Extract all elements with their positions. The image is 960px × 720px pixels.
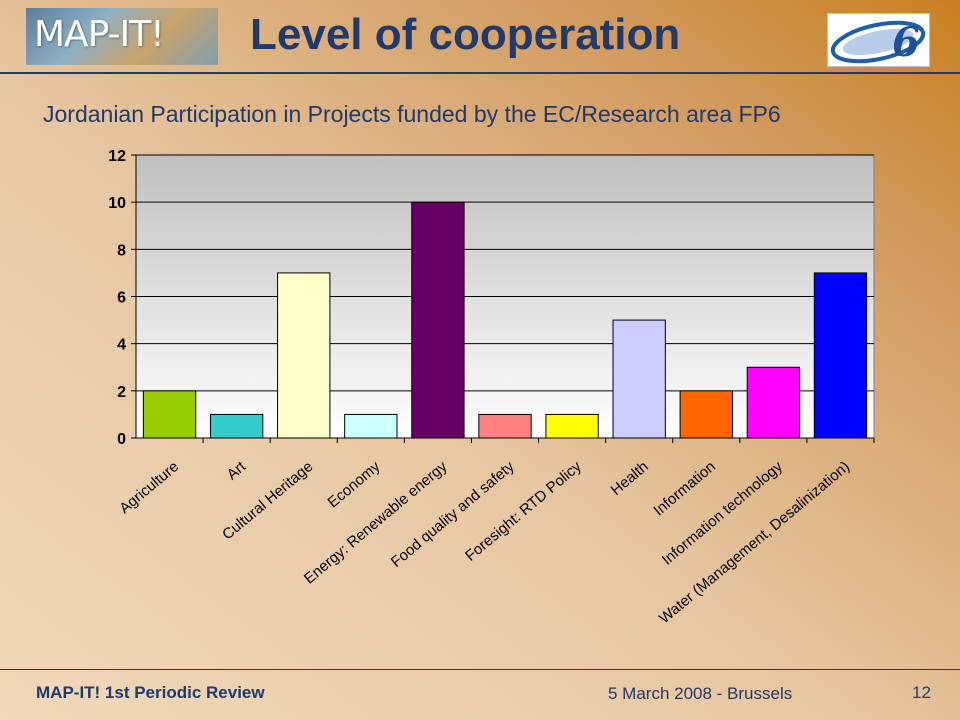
x-tick-label: Food quality and safety xyxy=(388,458,518,571)
slide-title: Level of cooperation xyxy=(250,10,681,59)
bar-economy xyxy=(344,413,398,439)
x-tick-label: Foresight: RTD Policy xyxy=(462,458,585,565)
y-tick-label: 2 xyxy=(117,384,126,401)
bar-information xyxy=(679,390,733,439)
fp6-logo: 6 xyxy=(827,13,930,67)
bar-water-management-desalinization xyxy=(813,272,868,439)
mapit-logo-text: MAP-IT! xyxy=(34,14,165,55)
bar-cultural-heritage xyxy=(277,272,331,439)
x-tick-label: Information xyxy=(650,458,718,519)
footer-date: 5 March 2008 - Brussels xyxy=(608,684,793,703)
bar-agriculture xyxy=(142,390,197,439)
y-tick-label: 4 xyxy=(117,337,126,354)
x-tick-label: Agriculture xyxy=(116,458,182,517)
bar-art xyxy=(209,413,264,439)
page-number: 12 xyxy=(912,683,931,702)
footer-divider xyxy=(0,669,960,670)
y-tick-label: 10 xyxy=(108,195,126,212)
x-tick-label: Economy xyxy=(325,458,384,512)
bar-information-technology xyxy=(746,366,801,439)
footer-title: MAP-IT! 1st Periodic Review xyxy=(36,683,265,702)
bar-foresight-rtd-policy xyxy=(545,413,599,439)
bar-health xyxy=(612,319,666,439)
fp6-logo-text: 6 xyxy=(892,19,920,66)
y-tick-label: 12 xyxy=(108,148,126,165)
bar-energy-renewable-energy xyxy=(411,201,465,439)
y-tick-label: 6 xyxy=(117,290,126,307)
x-tick-label: Art xyxy=(224,458,250,484)
x-tick-label: Information technology xyxy=(659,458,787,569)
y-tick-label: 0 xyxy=(117,431,126,448)
mapit-logo: MAP-IT! xyxy=(26,8,218,65)
bar-food-quality-and-safety xyxy=(478,413,532,439)
y-tick-label: 8 xyxy=(117,242,126,259)
header-divider xyxy=(0,72,960,74)
x-tick-label: Health xyxy=(608,458,652,499)
chart-subtitle: Jordanian Participation in Projects fund… xyxy=(43,101,781,127)
